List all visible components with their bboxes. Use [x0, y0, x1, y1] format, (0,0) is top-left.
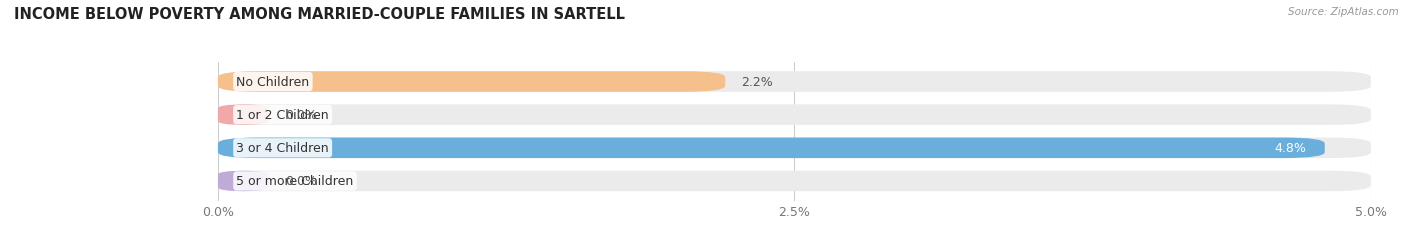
- FancyBboxPatch shape: [218, 138, 1324, 158]
- Text: 0.0%: 0.0%: [285, 109, 316, 122]
- FancyBboxPatch shape: [218, 171, 1371, 191]
- Text: 2.2%: 2.2%: [741, 76, 773, 89]
- Text: Source: ZipAtlas.com: Source: ZipAtlas.com: [1288, 7, 1399, 17]
- FancyBboxPatch shape: [218, 72, 1371, 92]
- Text: INCOME BELOW POVERTY AMONG MARRIED-COUPLE FAMILIES IN SARTELL: INCOME BELOW POVERTY AMONG MARRIED-COUPL…: [14, 7, 626, 22]
- Text: 1 or 2 Children: 1 or 2 Children: [236, 109, 329, 122]
- FancyBboxPatch shape: [218, 105, 269, 125]
- Text: 0.0%: 0.0%: [285, 175, 316, 188]
- FancyBboxPatch shape: [218, 105, 1371, 125]
- Text: 5 or more Children: 5 or more Children: [236, 175, 354, 188]
- FancyBboxPatch shape: [218, 72, 725, 92]
- Text: No Children: No Children: [236, 76, 309, 89]
- Text: 3 or 4 Children: 3 or 4 Children: [236, 142, 329, 155]
- FancyBboxPatch shape: [218, 171, 269, 191]
- FancyBboxPatch shape: [218, 138, 1371, 158]
- Text: 4.8%: 4.8%: [1274, 142, 1306, 155]
